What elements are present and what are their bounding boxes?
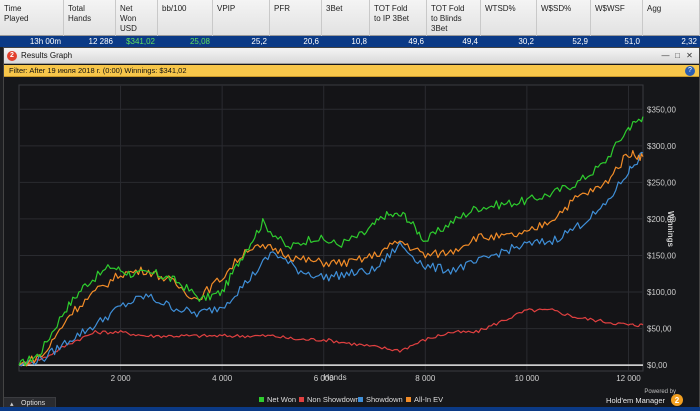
column-header[interactable]: Agg (643, 0, 700, 36)
filter-text: Filter: After 19 июля 2018 г. (0:00) Win… (9, 66, 187, 75)
window-title: Results Graph (21, 51, 73, 60)
series-line-showdown (18, 151, 644, 367)
grid-layer (18, 84, 644, 372)
y-tick-label: $50,00 (647, 325, 672, 334)
stat-value: 25,08 (189, 37, 210, 46)
maximize-icon[interactable]: □ (675, 51, 680, 60)
title-bar[interactable]: 2 Results Graph — □ ✕ (4, 48, 699, 64)
stat-value: 25,2 (251, 37, 267, 46)
stat-value: 49,4 (462, 37, 478, 46)
y-axis-label: Winnings (666, 211, 675, 247)
expand-arrow-icon: ▴ (10, 401, 14, 408)
y-tick-label: $200,00 (647, 215, 676, 224)
stat-value: 30,2 (518, 37, 534, 46)
series-line-non-showdown (18, 308, 644, 367)
x-tick-label: 10 000 (515, 374, 540, 383)
column-header[interactable]: Net Won USD (116, 0, 158, 36)
column-header[interactable]: bb/100 (158, 0, 213, 36)
minimize-icon[interactable]: — (661, 51, 670, 60)
stat-value: 20,6 (303, 37, 319, 46)
stat-value: 49,6 (408, 37, 424, 46)
brand-name: Hold'em Manager (606, 396, 665, 405)
hm2-logo-icon (671, 394, 683, 406)
column-header[interactable]: VPIP (213, 0, 270, 36)
y-tick-label: $100,00 (647, 288, 676, 297)
stat-value: 52,9 (572, 37, 588, 46)
column-header[interactable]: Time Played (0, 0, 64, 36)
axis-layer: 2 000 4 000 6 000 8 000 10 000 12 000 $0,00 $50… (111, 105, 677, 383)
plot-area (18, 84, 644, 372)
x-tick-label: 2 000 (111, 374, 132, 383)
legend-swatch (299, 397, 304, 402)
options-button[interactable]: ▴ Options (4, 397, 56, 410)
filter-bar[interactable]: Filter: After 19 июля 2018 г. (0:00) Win… (4, 65, 699, 77)
hm2-app-icon: 2 (7, 51, 17, 61)
stat-value: 2,32 (681, 37, 697, 46)
column-header[interactable]: 3Bet (322, 0, 370, 36)
stat-value: 13h 00m (29, 37, 61, 46)
x-axis-label: Hands (323, 373, 346, 382)
close-icon[interactable]: ✕ (686, 51, 693, 60)
column-header[interactable]: W$SD% (537, 0, 591, 36)
column-header[interactable]: TOT Fold to Blinds 3Bet (427, 0, 481, 36)
x-tick-label: 4 000 (212, 374, 233, 383)
y-tick-label: $350,00 (647, 105, 676, 114)
powered-by-text: Powered by (644, 389, 676, 395)
results-graph-window: 2 Results Graph — □ ✕ Filter: After 19 и… (3, 47, 700, 411)
stats-values-row[interactable]: 13h 00m 12 286 $341,02 25,08 25,2 20,6 10,8 49,… (0, 36, 700, 47)
stat-value: $341,02 (126, 37, 155, 46)
series-line-net-won (18, 116, 644, 367)
column-header[interactable]: PFR (270, 0, 322, 36)
options-label: Options (21, 400, 46, 407)
column-header[interactable]: Total Hands (64, 0, 116, 36)
legend-swatch (259, 397, 264, 402)
y-tick-label: $150,00 (647, 251, 676, 260)
filter-info-icon[interactable]: ? (685, 66, 695, 76)
column-header[interactable]: TOT Fold to IP 3Bet (370, 0, 427, 36)
hm2-logo-number: 2 (675, 396, 680, 405)
legend-layer: Net Won Non Showdown Showdown All-In EV (259, 395, 443, 404)
column-header[interactable]: W$WSF (591, 0, 643, 36)
stats-header: Time Played Total Hands Net Won USD bb/100 V… (0, 0, 700, 36)
results-graph-chart: 2 000 4 000 6 000 8 000 10 000 12 000 $0,00 $50… (18, 84, 683, 406)
stat-value: 10,8 (351, 37, 367, 46)
legend-label: Net Won (267, 395, 296, 404)
y-tick-label: $300,00 (647, 142, 676, 151)
legend-label: Non Showdown (307, 395, 360, 404)
legend-label: Showdown (366, 395, 403, 404)
x-tick-label: 12 000 (616, 374, 641, 383)
x-tick-label: 6 000 (314, 374, 335, 383)
series-layer (18, 116, 644, 367)
stat-value: 12 286 (88, 37, 113, 46)
legend-swatch (358, 397, 363, 402)
legend-swatch (406, 397, 411, 402)
y-tick-label: $0,00 (647, 361, 668, 370)
column-header[interactable]: WTSD% (481, 0, 537, 36)
x-tick-label: 8 000 (415, 374, 436, 383)
stat-value: 51,0 (624, 37, 640, 46)
taskbar-strip (0, 407, 700, 411)
y-tick-label: $250,00 (647, 178, 676, 187)
legend-label: All-In EV (414, 395, 443, 404)
